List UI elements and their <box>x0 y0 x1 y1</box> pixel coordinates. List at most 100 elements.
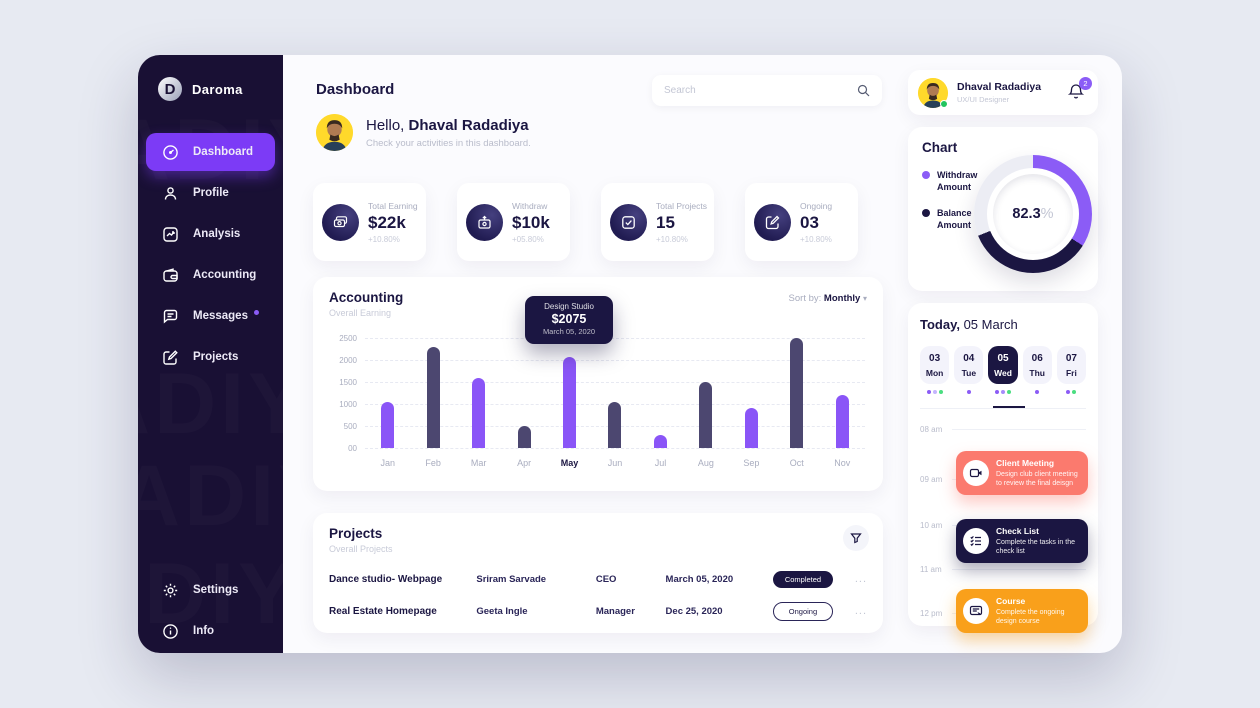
timeline: 08 am 09 am 10 am 11 am 12 pm Client Mee… <box>920 417 1088 634</box>
sort-by-dropdown[interactable]: Sort by: Monthly ▾ <box>789 293 867 304</box>
accounting-panel: Accounting Overall Earning Sort by: Mont… <box>313 277 883 491</box>
sidebar-item-messages[interactable]: Messages <box>146 297 275 335</box>
time-label: 09 am <box>920 474 943 484</box>
stat-card-total-earning: Total Earning $22k +10.80% <box>313 183 426 261</box>
accounting-bar-chart: 2500 2000 1500 1000 500 00 Jan Feb Mar Apr May Jun… <box>329 296 867 476</box>
bar-Feb[interactable] <box>426 347 440 448</box>
sidebar-item-label: Accounting <box>193 269 257 281</box>
status-badge: Completed <box>773 570 833 588</box>
time-label: 12 pm <box>920 608 943 618</box>
projects-panel: Projects Overall Projects Dance studio- … <box>313 513 883 633</box>
search-bar <box>652 75 882 106</box>
stat-card-ongoing: Ongoing 03 +10.80% <box>745 183 858 261</box>
table-row[interactable]: Dance studio- Webpage Sriram Sarvade CEO… <box>329 569 867 589</box>
bar-Apr[interactable] <box>517 426 531 448</box>
sidebar-item-accounting[interactable]: Accounting <box>146 256 275 294</box>
check-square-icon <box>610 203 647 241</box>
tooltip-title: Design Studio <box>544 302 594 311</box>
cash-icon <box>322 203 359 241</box>
x-label-Feb: Feb <box>425 458 441 468</box>
project-name: Dance studio- Webpage <box>329 573 443 585</box>
notifications-button[interactable]: 2 <box>1066 76 1092 104</box>
table-row[interactable]: Real Estate Homepage Geeta Ingle Manager… <box>329 601 867 621</box>
stat-label: Total Earning <box>368 200 418 211</box>
project-date: March 05, 2020 <box>665 573 734 585</box>
donut-card-title: Chart <box>922 140 958 155</box>
bar-Aug[interactable] <box>699 382 713 448</box>
x-label-Jul: Jul <box>654 458 667 468</box>
legend-label: Withdraw Amount <box>937 170 978 193</box>
search-input[interactable] <box>664 85 857 96</box>
stat-value: 03 <box>800 212 819 232</box>
x-label-Oct: Oct <box>789 458 804 468</box>
x-label-Apr: Apr <box>517 458 532 468</box>
calendar-day-07[interactable]: 07 Fri <box>1056 346 1087 384</box>
search-icon[interactable] <box>857 84 870 97</box>
sort-by-label: Sort by: <box>788 293 822 304</box>
sidebar-item-settings[interactable]: Settings <box>146 571 275 609</box>
bar-Nov[interactable] <box>835 395 849 448</box>
projects-title: Projects <box>329 526 383 541</box>
bar-May[interactable] <box>563 357 577 448</box>
donut-percentage: 82.3% <box>1012 206 1054 222</box>
sidebar-item-label: Profile <box>193 187 229 199</box>
event-course[interactable]: Course Complete the ongoing design cours… <box>956 588 1088 634</box>
bar-Sep[interactable] <box>744 408 758 448</box>
sidebar-item-info[interactable]: Info <box>146 612 275 650</box>
sidebar-item-profile[interactable]: Profile <box>146 174 275 212</box>
row-menu-icon[interactable]: ... <box>854 605 867 617</box>
x-label-Mar: Mar <box>470 458 487 468</box>
chevron-down-icon: ▾ <box>862 294 867 303</box>
sidebar-item-analysis[interactable]: Analysis <box>146 215 275 253</box>
x-label-Sep: Sep <box>743 458 760 468</box>
event-description: Complete the ongoing design course <box>996 608 1065 625</box>
bell-icon <box>1067 83 1085 98</box>
calendar-day-04[interactable]: 04 Tue <box>954 346 984 384</box>
sidebar-item-dashboard[interactable]: Dashboard <box>146 133 275 171</box>
profile-icon <box>162 185 179 202</box>
video-icon <box>963 459 989 486</box>
legend-label: Balance Amount <box>937 208 972 231</box>
event-description: Design club client meeting to review the… <box>996 470 1078 487</box>
bar-Jun[interactable] <box>608 402 622 448</box>
logo-text: Daroma <box>192 81 243 97</box>
calendar-day-05-selected[interactable]: 05 Wed <box>988 346 1018 384</box>
legend-item-balance: Balance Amount <box>922 207 1084 231</box>
bar-Oct[interactable] <box>790 338 804 448</box>
donut-center: 82.3% <box>993 174 1073 254</box>
chart-bars <box>365 338 865 448</box>
stat-label: Withdraw <box>512 200 548 211</box>
stat-value: $22k <box>368 212 406 232</box>
calendar-week-row: 03 Mon 04 Tue 05 Wed 06 Thu 07 Fri <box>920 346 1087 384</box>
bar-Jul[interactable] <box>653 435 667 448</box>
bar-Jan[interactable] <box>381 402 395 448</box>
page-title: Dashboard <box>316 81 395 98</box>
calendar-event-dots <box>920 390 1086 394</box>
bar-Mar[interactable] <box>472 378 486 448</box>
calendar-day-03[interactable]: 03 Mon <box>920 346 950 384</box>
withdraw-icon <box>466 203 503 241</box>
tooltip-value: $2075 <box>551 312 587 326</box>
filter-button[interactable] <box>843 525 869 551</box>
event-client-meeting[interactable]: Client Meeting Design club client meetin… <box>956 450 1088 496</box>
gear-icon <box>162 582 179 599</box>
sidebar-nav: Dashboard Profile Analysis Accounting <box>146 133 275 379</box>
logo-icon: D <box>158 77 182 101</box>
event-title: Check List <box>996 525 1039 536</box>
checklist-icon <box>963 527 989 554</box>
greeting-subtitle: Check your activities in this dashboard. <box>366 137 531 149</box>
sidebar-footer: Settings Info <box>146 571 275 653</box>
greeting-name: Dhaval Radadiya <box>408 116 529 134</box>
online-status-dot <box>940 99 948 108</box>
accounting-title: Accounting <box>329 290 404 305</box>
user-avatar <box>316 114 353 151</box>
sidebar-item-label: Analysis <box>193 228 241 240</box>
sidebar-item-projects[interactable]: Projects <box>146 338 275 376</box>
sidebar-item-label: Messages <box>193 310 248 322</box>
app-window: ADIY ADIY ADIY ADIY D Daroma Dashboard P… <box>138 55 1122 653</box>
row-menu-icon[interactable]: ... <box>854 573 867 585</box>
calendar-day-06[interactable]: 06 Thu <box>1022 346 1052 384</box>
event-check-list[interactable]: Check List Complete the tasks in the che… <box>956 518 1088 564</box>
event-title: Course <box>996 595 1026 606</box>
wallet-icon <box>162 267 179 284</box>
